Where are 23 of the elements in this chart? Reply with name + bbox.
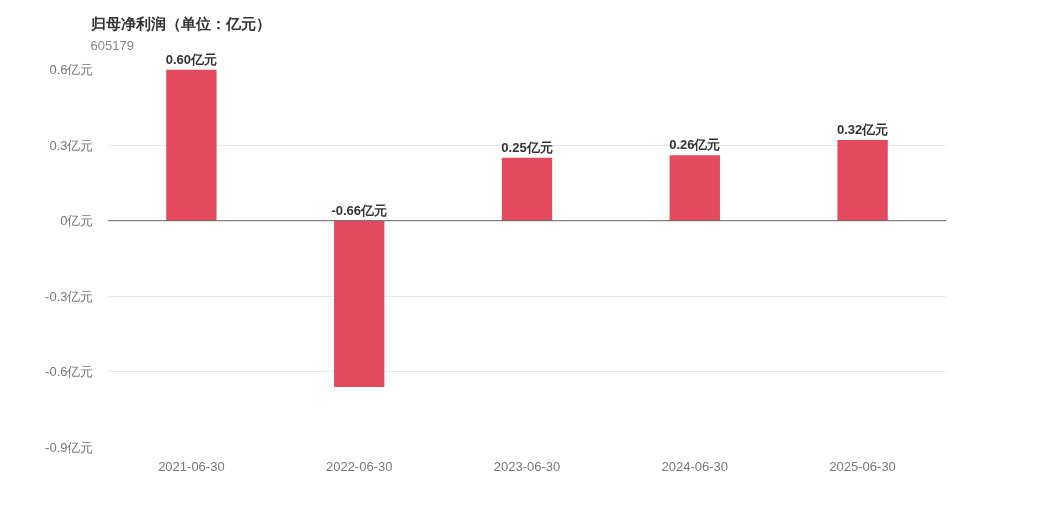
- y-tick-label: 0亿元: [60, 213, 94, 229]
- y-tick-label: -0.3亿元: [45, 288, 94, 304]
- y-tick-label: -0.9亿元: [45, 440, 94, 455]
- x-tick-label: 2025-06-30: [829, 458, 896, 474]
- bar: [334, 220, 385, 388]
- x-tick-label: 2022-06-30: [325, 458, 393, 474]
- x-tick-label: 2024-06-30: [661, 458, 729, 474]
- data-label: 0.25亿元: [501, 139, 553, 155]
- chart-subtitle: 605179: [90, 38, 134, 53]
- bar: [837, 140, 888, 221]
- x-tick-label: 2021-06-30: [158, 458, 225, 474]
- data-label: 0.60亿元: [165, 51, 218, 67]
- data-label: -0.66亿元: [331, 202, 388, 218]
- bar: [501, 157, 553, 221]
- chart-title: 归母净利润（单位：亿元）: [89, 15, 271, 32]
- y-tick-label: -0.6亿元: [45, 364, 94, 380]
- data-label: 0.26亿元: [669, 137, 721, 153]
- y-tick-label: 0.3亿元: [49, 137, 94, 153]
- bar: [166, 69, 217, 221]
- y-tick-label: 0.6亿元: [49, 62, 94, 77]
- data-label: 0.32亿元: [836, 122, 889, 138]
- x-tick-label: 2023-06-30: [493, 458, 561, 474]
- bar: [669, 155, 720, 221]
